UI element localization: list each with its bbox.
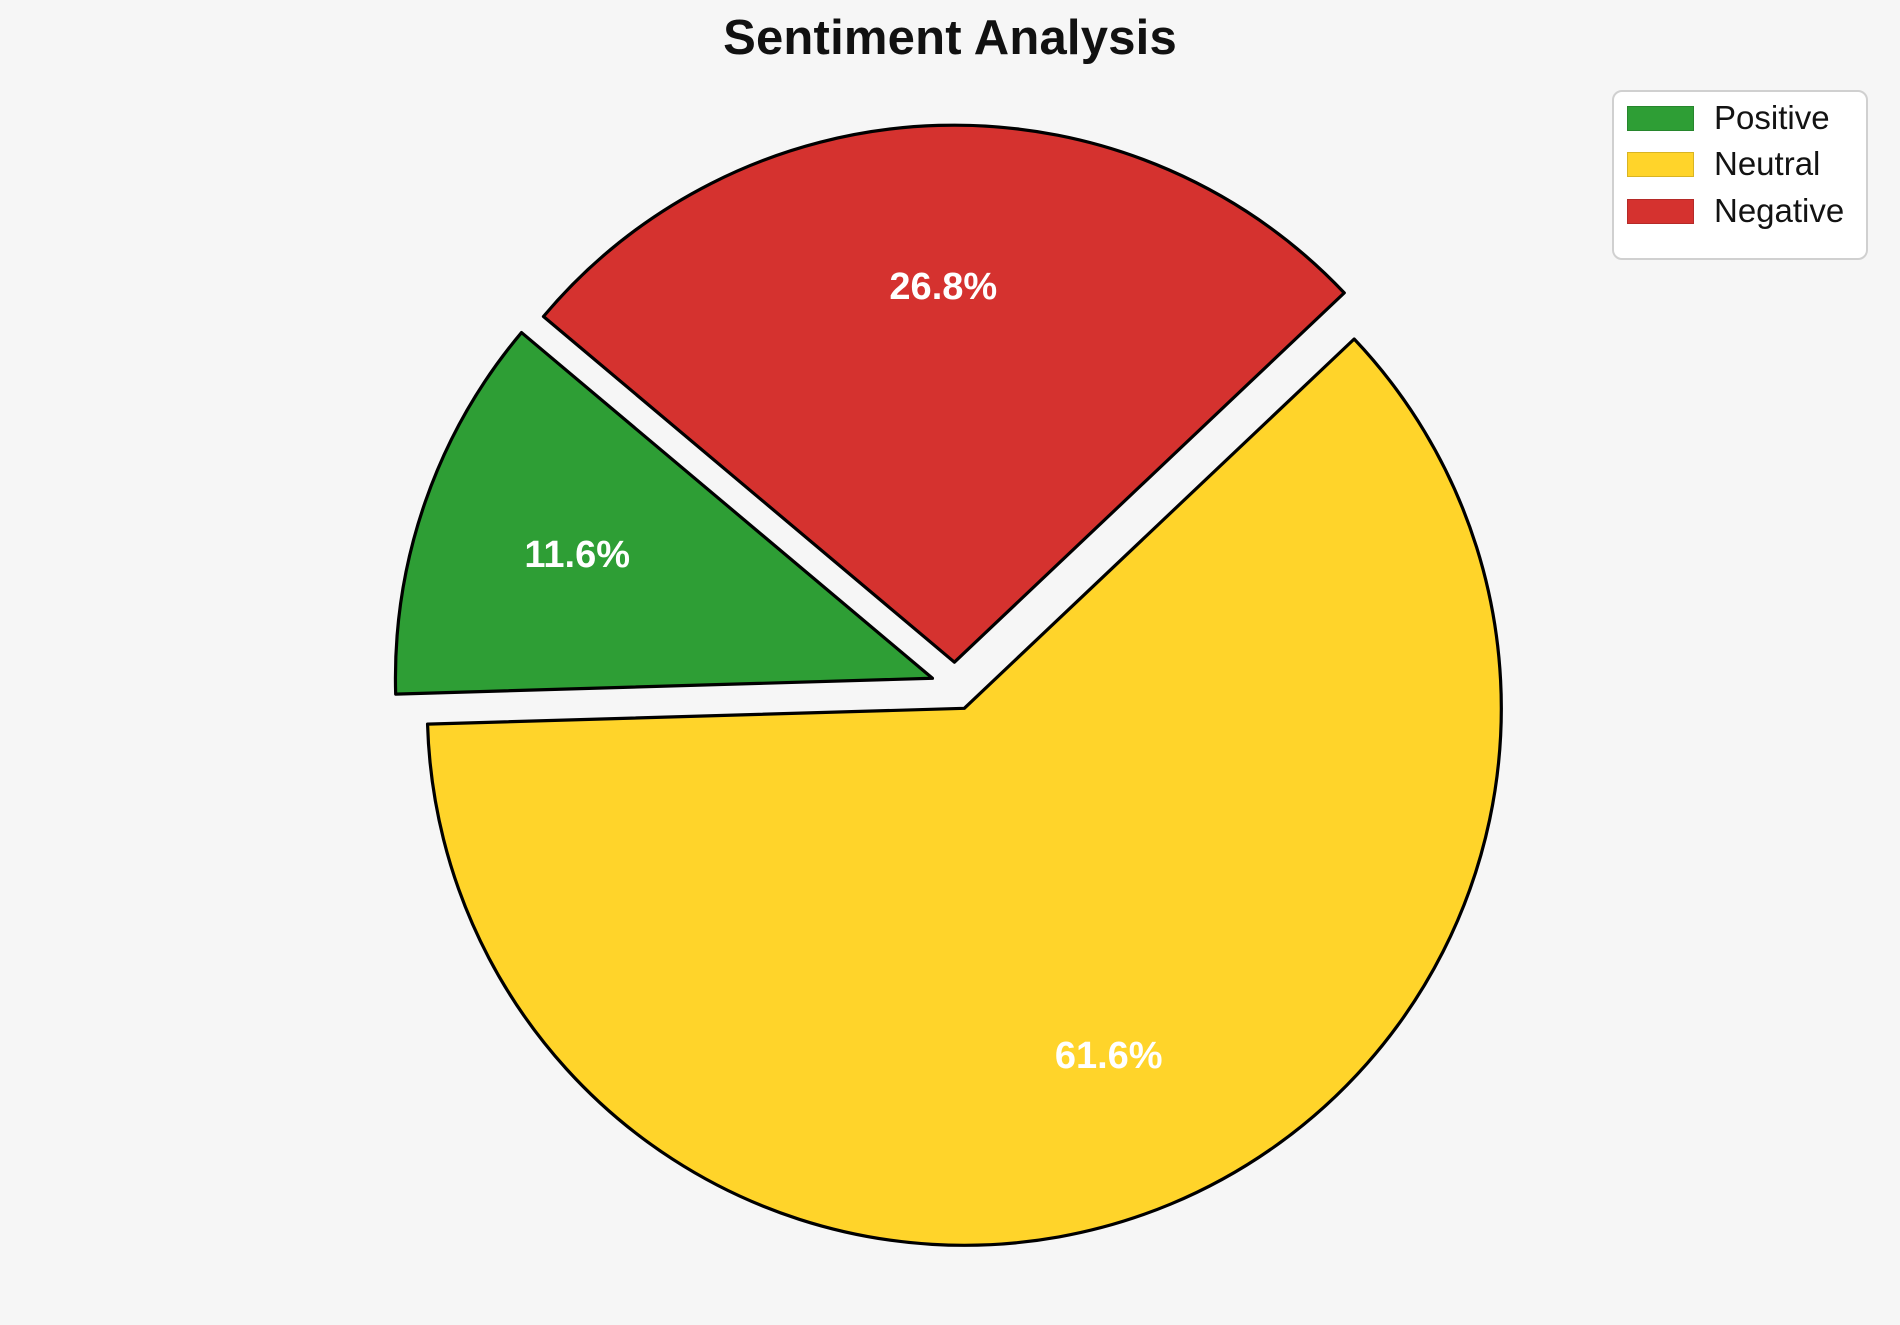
svg-text:61.6%: 61.6% [1055, 1035, 1163, 1077]
svg-text:11.6%: 11.6% [524, 534, 630, 576]
svg-text:26.8%: 26.8% [889, 266, 997, 308]
